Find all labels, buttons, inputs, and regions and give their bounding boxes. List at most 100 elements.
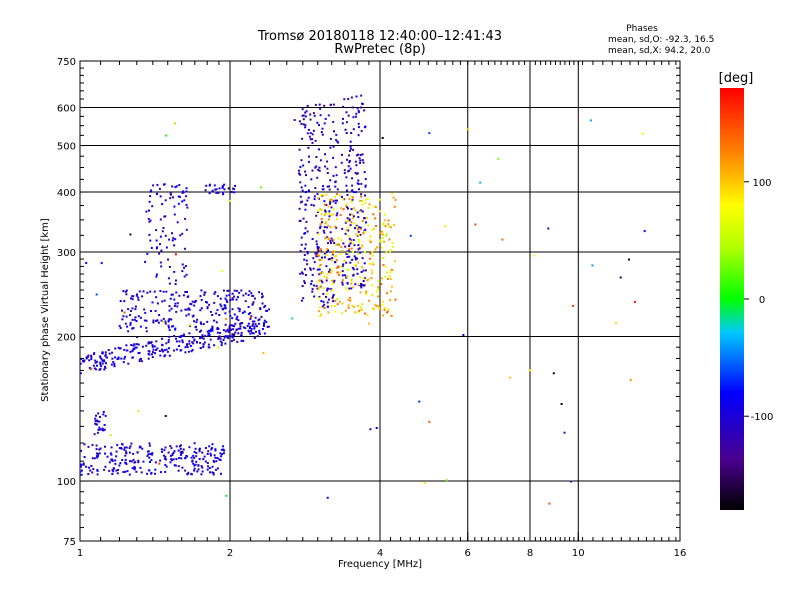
- data-point: [379, 240, 382, 243]
- data-point: [325, 251, 328, 254]
- data-point: [102, 410, 105, 413]
- data-point: [303, 254, 306, 256]
- data-point: [132, 344, 135, 347]
- data-point: [149, 453, 152, 455]
- data-point: [109, 434, 112, 437]
- data-point: [362, 269, 365, 272]
- data-point: [323, 226, 326, 229]
- data-point: [202, 458, 205, 461]
- data-point: [353, 263, 356, 266]
- data-point: [89, 469, 92, 472]
- data-point: [357, 179, 360, 182]
- data-point: [359, 226, 362, 229]
- data-point: [311, 273, 314, 276]
- data-point: [344, 232, 347, 235]
- data-point: [108, 461, 111, 464]
- data-point: [162, 321, 165, 324]
- data-point: [90, 367, 93, 370]
- data-point: [167, 451, 170, 454]
- data-point: [317, 288, 320, 291]
- data-point: [111, 469, 114, 471]
- data-point: [319, 225, 322, 228]
- data-point: [359, 233, 362, 236]
- data-point: [188, 308, 191, 311]
- data-point: [326, 287, 329, 290]
- data-point: [347, 226, 350, 229]
- data-point: [167, 338, 170, 341]
- data-point: [380, 246, 383, 249]
- data-point: [354, 160, 357, 163]
- data-point: [326, 226, 328, 229]
- data-point: [99, 447, 102, 450]
- data-point: [123, 357, 126, 360]
- data-point: [324, 214, 326, 217]
- data-point: [325, 204, 328, 206]
- data-point: [218, 458, 221, 461]
- data-point: [184, 351, 187, 354]
- data-point: [260, 315, 263, 318]
- data-point: [375, 304, 378, 307]
- y-tick-label: 100: [57, 477, 76, 488]
- data-point: [168, 329, 171, 332]
- data-point: [356, 257, 358, 260]
- data-point: [326, 185, 329, 188]
- data-point: [222, 452, 225, 455]
- data-point: [145, 344, 148, 347]
- data-point: [310, 280, 313, 283]
- data-point: [320, 218, 323, 221]
- data-point: [334, 310, 337, 313]
- data-point: [149, 290, 152, 293]
- data-point: [357, 244, 360, 247]
- data-point: [298, 148, 301, 151]
- data-point: [323, 252, 326, 255]
- y-axis-label: Stationary phase Virtual Height [km]: [40, 218, 51, 402]
- data-point: [142, 290, 145, 293]
- x-tick-label: 4: [377, 548, 383, 559]
- data-point: [165, 458, 167, 461]
- data-point: [175, 337, 177, 340]
- data-point: [168, 335, 171, 338]
- data-point: [548, 502, 551, 505]
- data-point: [231, 308, 234, 311]
- data-point: [389, 275, 391, 278]
- data-point: [332, 295, 334, 298]
- data-point: [341, 274, 344, 277]
- data-point: [334, 166, 337, 169]
- data-point: [315, 165, 318, 168]
- data-point: [319, 114, 322, 117]
- data-point: [329, 268, 331, 271]
- data-point: [173, 450, 176, 453]
- data-point: [333, 250, 336, 253]
- data-point: [160, 249, 163, 252]
- data-point: [214, 188, 217, 191]
- data-point: [131, 307, 134, 310]
- data-point: [138, 359, 141, 362]
- data-point: [190, 456, 193, 459]
- data-point: [235, 298, 238, 301]
- data-point: [350, 96, 353, 99]
- data-point: [181, 334, 183, 337]
- data-point: [345, 229, 348, 232]
- data-point: [329, 137, 332, 140]
- data-point: [210, 454, 212, 457]
- data-point: [384, 225, 387, 228]
- data-point: [218, 314, 221, 316]
- data-point: [238, 308, 241, 311]
- data-point: [147, 453, 150, 456]
- data-point: [183, 334, 185, 337]
- data-point: [359, 276, 362, 278]
- data-point: [326, 172, 329, 174]
- data-point: [311, 238, 314, 240]
- data-point: [96, 469, 99, 471]
- data-point: [319, 222, 322, 225]
- data-point: [170, 307, 173, 310]
- data-point: [330, 237, 333, 240]
- data-point: [175, 310, 178, 313]
- data-point: [311, 141, 314, 144]
- data-point: [326, 273, 329, 276]
- data-point: [362, 232, 365, 235]
- data-point: [147, 342, 150, 345]
- data-point: [226, 301, 229, 304]
- data-point: [117, 469, 119, 471]
